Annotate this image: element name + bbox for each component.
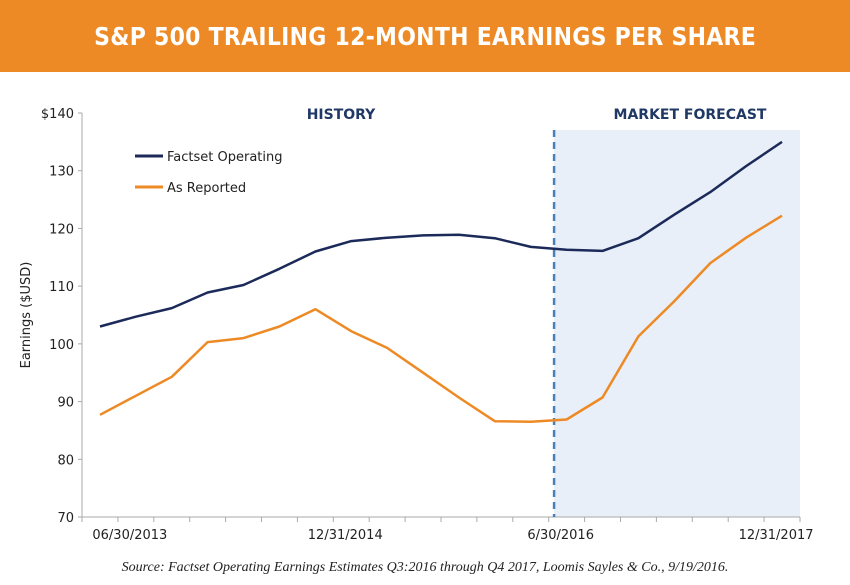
y-tick-label: 100	[49, 338, 74, 353]
x-tick-label: 6/30/2016	[527, 528, 594, 543]
chart-title: S&P 500 TRAILING 12-MONTH EARNINGS PER S…	[94, 21, 756, 51]
y-tick-label: 80	[57, 453, 74, 468]
legend-label: As Reported	[167, 181, 246, 196]
y-tick-label: 120	[49, 222, 74, 237]
source-note: Source: Factset Operating Earnings Estim…	[121, 560, 729, 575]
region-label-forecast: MARKET FORECAST	[614, 107, 767, 123]
series-line-as-reported	[99, 214, 783, 424]
y-axis-label: Earnings ($USD)	[19, 262, 34, 369]
legend-label: Factset Operating	[167, 150, 283, 165]
series-line-factset-operating	[99, 140, 783, 328]
x-tick-label: 12/31/2017	[739, 528, 814, 543]
y-tick-label: 90	[57, 396, 74, 411]
region-label-history: HISTORY	[307, 107, 376, 123]
x-tick-label: 12/31/2014	[308, 528, 383, 543]
y-tick-label: $140	[41, 107, 74, 122]
y-tick-label: 130	[49, 165, 74, 180]
x-tick-label: 06/30/2013	[92, 528, 167, 543]
forecast-shaded-region	[554, 130, 800, 517]
y-tick-label: 70	[57, 511, 74, 526]
y-tick-label: 110	[49, 280, 74, 295]
chart-header: S&P 500 TRAILING 12-MONTH EARNINGS PER S…	[0, 0, 850, 72]
